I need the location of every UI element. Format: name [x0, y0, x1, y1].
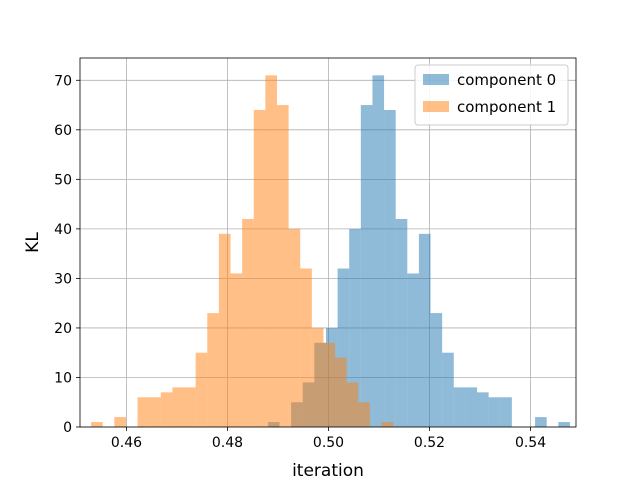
histogram-bar: [253, 110, 266, 427]
histogram-bar: [172, 387, 185, 427]
histogram-bar: [381, 422, 394, 427]
series-1: [91, 75, 394, 428]
legend-swatch: [423, 74, 449, 85]
legend: component 0 component 1: [414, 64, 569, 126]
legend-box: [414, 64, 569, 126]
x-tick-label: 0.52: [414, 435, 445, 451]
histogram-bar: [207, 313, 219, 427]
x-tick-label: 0.46: [111, 435, 142, 451]
histogram-bar: [395, 218, 408, 427]
histogram-bar: [488, 397, 501, 427]
x-tick-label: 0.54: [515, 435, 546, 451]
histogram-bar: [137, 397, 150, 427]
histogram-bar: [184, 387, 196, 427]
histogram-bar: [337, 268, 350, 427]
histogram-bar: [160, 392, 173, 427]
x-tick-label: 0.48: [212, 435, 243, 451]
histogram-bar: [323, 342, 336, 427]
histogram-bar: [500, 397, 512, 427]
histogram-bar: [91, 422, 103, 427]
histogram-bar: [276, 105, 289, 428]
histogram-bar: [114, 417, 126, 427]
histogram-bar: [346, 382, 359, 427]
x-tick-label: 0.50: [313, 435, 344, 451]
histogram-bar: [372, 75, 385, 427]
histogram-bar: [453, 387, 466, 427]
y-tick-label: 0: [63, 420, 72, 436]
y-tick-label: 50: [54, 172, 72, 188]
histogram-bar: [477, 392, 489, 427]
histogram-bar: [300, 268, 312, 427]
histogram-bar: [265, 75, 277, 427]
histogram-bar: [218, 233, 231, 427]
histogram-bar: [558, 422, 570, 427]
histogram-bar: [230, 273, 243, 427]
x-axis-label: iteration: [292, 461, 364, 480]
y-tick-label: 20: [54, 321, 72, 337]
histogram-bar: [360, 105, 373, 428]
histogram-bar: [442, 352, 454, 427]
legend-label: component 0: [457, 71, 556, 89]
histogram-bar: [288, 228, 301, 427]
histogram-bar: [384, 110, 396, 427]
bars: [91, 75, 570, 428]
y-tick-label: 40: [54, 222, 72, 238]
histogram-bar: [335, 357, 347, 427]
legend-label: component 1: [457, 98, 556, 116]
y-tick-label: 70: [54, 73, 72, 89]
y-tick-label: 10: [54, 370, 72, 386]
histogram-bar: [149, 397, 161, 427]
histogram-bar: [465, 387, 478, 427]
histogram-bar: [418, 233, 431, 427]
histogram-bar: [242, 218, 254, 427]
histogram-bar: [311, 327, 324, 427]
plot-frame: [79, 57, 577, 428]
histogram-bar: [430, 313, 443, 427]
y-tick-label: 30: [54, 271, 72, 287]
histogram-bar: [195, 352, 208, 427]
y-axis-label: KL: [23, 232, 43, 253]
histogram-bar: [358, 402, 370, 427]
histogram-bar: [407, 273, 419, 427]
y-tick-label: 60: [54, 123, 72, 139]
axis-ticks: 0.46 0.48 0.50 0.52 0.54 0 10 20 30 40 50 60 70: [54, 73, 546, 451]
legend-swatch: [423, 101, 449, 112]
histogram-bar: [349, 228, 361, 427]
histogram-bar: [535, 417, 547, 427]
